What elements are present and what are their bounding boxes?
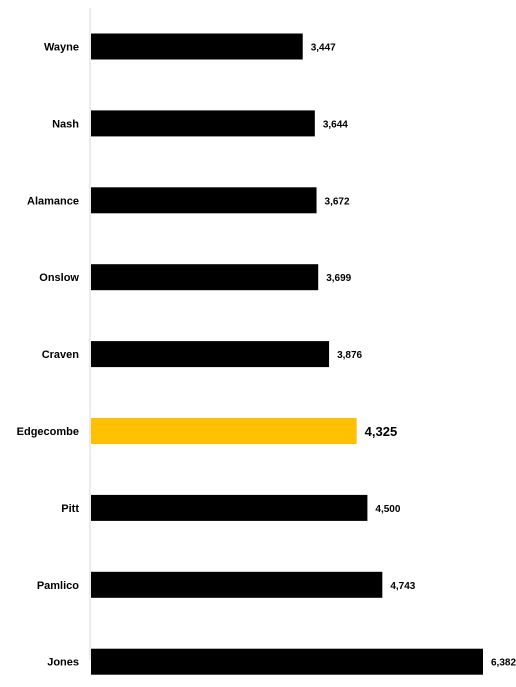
- bar-edgecombe: [91, 418, 357, 444]
- bars-group: Wayne 3,447 Nash 3,644 Alamance 3,672 Onslow 3,…: [17, 33, 516, 675]
- category-label: Nash: [52, 118, 79, 130]
- bar-wayne: [91, 33, 303, 60]
- value-label: 6,382: [491, 658, 516, 669]
- value-label: 3,699: [326, 273, 351, 284]
- category-label: Craven: [42, 349, 80, 361]
- value-label: 4,743: [390, 581, 415, 592]
- bar-nash: [91, 110, 315, 137]
- category-label: Jones: [47, 657, 79, 669]
- bar-jones: [91, 648, 483, 675]
- bar-alamance: [91, 187, 317, 214]
- category-label: Pamlico: [37, 580, 79, 592]
- category-label: Wayne: [44, 42, 79, 54]
- bar-onslow: [91, 264, 319, 291]
- value-label: 3,672: [325, 196, 350, 207]
- category-label: Edgecombe: [17, 426, 79, 438]
- category-label: Onslow: [39, 272, 79, 284]
- bar-craven: [91, 341, 330, 368]
- bar-pitt: [91, 494, 368, 521]
- bar-pamlico: [91, 571, 383, 598]
- value-label: 3,447: [311, 43, 336, 54]
- value-label: 3,644: [323, 119, 348, 130]
- value-label: 4,500: [375, 504, 400, 515]
- category-label: Pitt: [61, 503, 79, 515]
- value-label: 4,325: [365, 424, 398, 439]
- category-label: Alamance: [27, 195, 79, 207]
- value-label: 3,876: [337, 350, 362, 361]
